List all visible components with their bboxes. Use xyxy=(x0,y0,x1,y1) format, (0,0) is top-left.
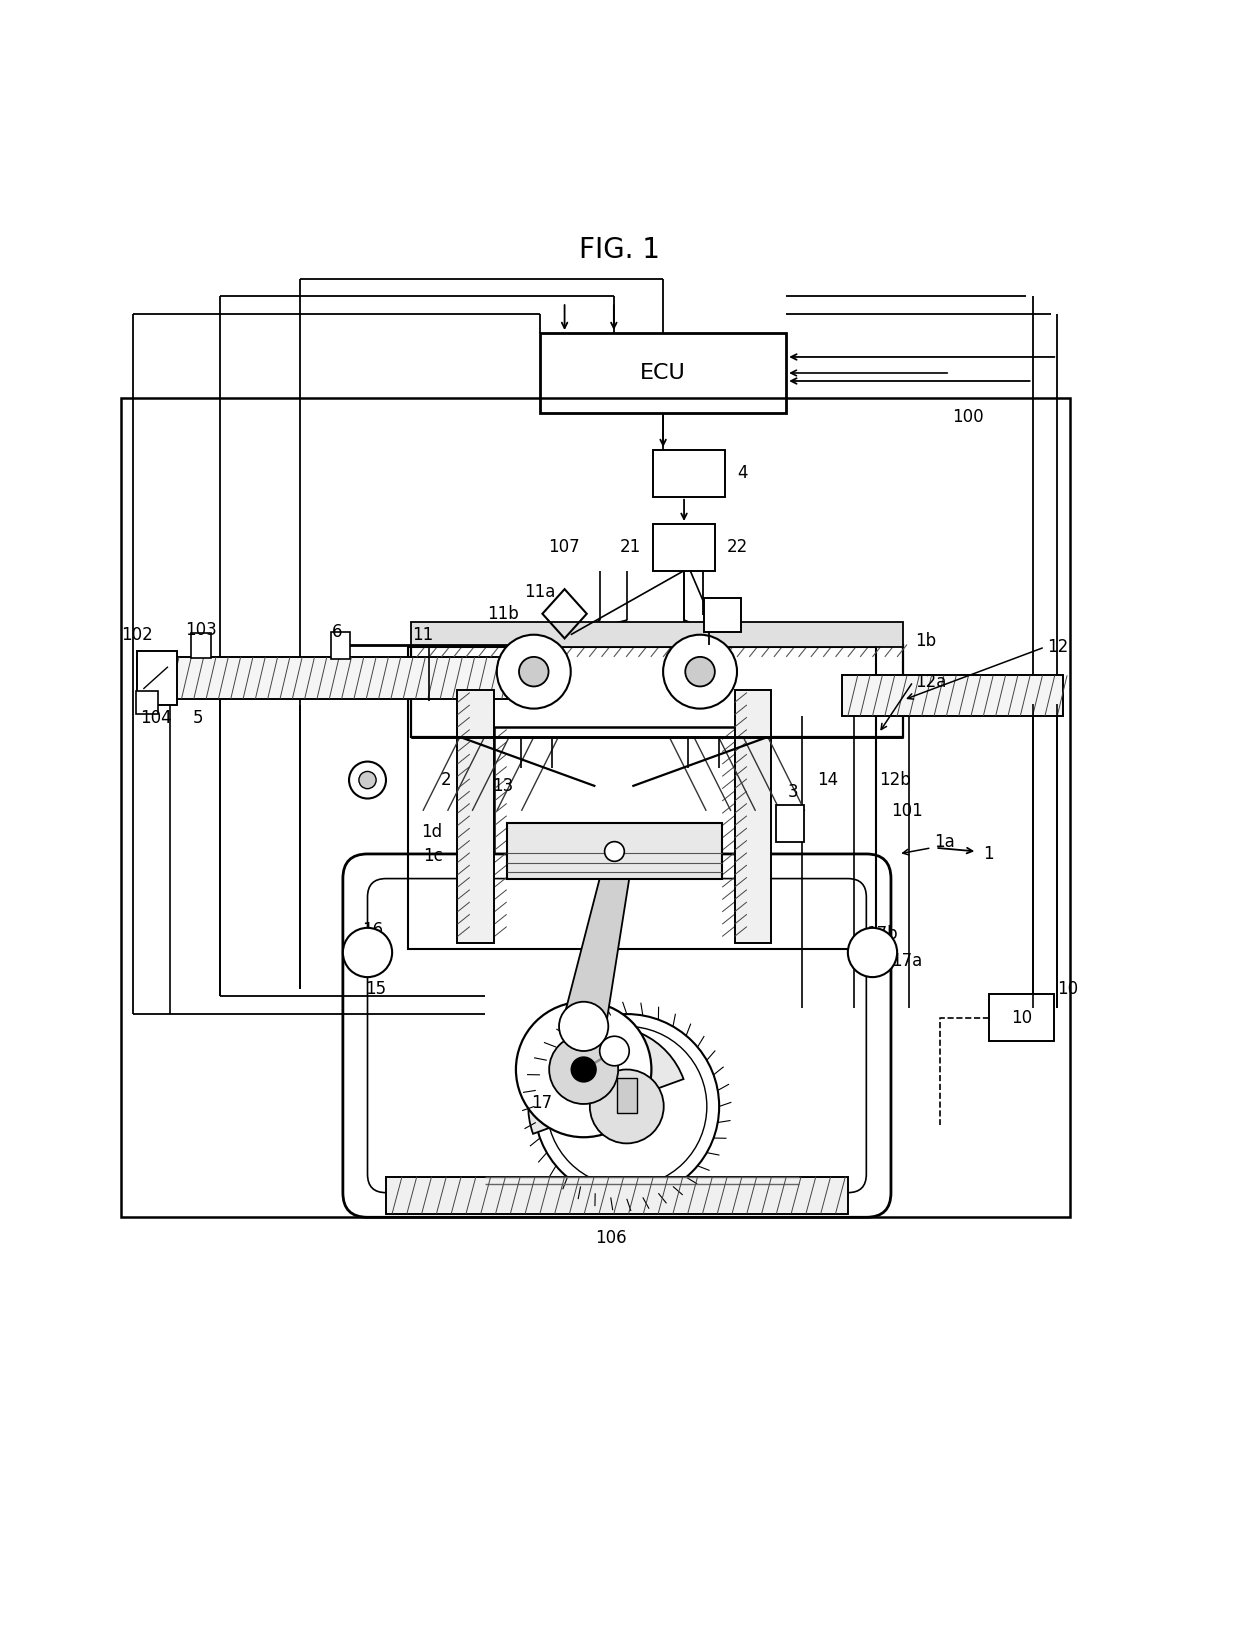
Text: 1c: 1c xyxy=(423,848,443,866)
Bar xyxy=(734,690,771,943)
Text: 102: 102 xyxy=(122,626,153,644)
Text: 106: 106 xyxy=(595,1229,627,1247)
Text: 12: 12 xyxy=(1048,637,1069,655)
Circle shape xyxy=(358,771,376,789)
Text: 1a: 1a xyxy=(934,833,955,851)
Text: 12b: 12b xyxy=(879,771,910,789)
Text: 10: 10 xyxy=(1011,1008,1032,1026)
Bar xyxy=(136,691,159,714)
Bar xyxy=(138,650,176,704)
Text: 16: 16 xyxy=(362,922,383,940)
Text: 100: 100 xyxy=(952,408,985,426)
Circle shape xyxy=(686,657,714,686)
Text: 22: 22 xyxy=(727,538,749,556)
FancyBboxPatch shape xyxy=(343,855,892,1217)
Bar xyxy=(331,632,350,660)
Text: 103: 103 xyxy=(185,621,217,639)
Circle shape xyxy=(497,634,570,709)
Bar xyxy=(507,824,722,879)
Text: 15: 15 xyxy=(365,980,386,998)
Bar xyxy=(138,657,522,699)
Text: 17: 17 xyxy=(531,1093,552,1111)
Circle shape xyxy=(559,1002,609,1051)
Circle shape xyxy=(572,1057,596,1082)
Bar xyxy=(458,690,495,943)
Text: 12a: 12a xyxy=(915,673,947,691)
Text: 14: 14 xyxy=(817,771,838,789)
Circle shape xyxy=(663,634,737,709)
Text: 17a: 17a xyxy=(892,953,923,971)
Text: 13: 13 xyxy=(492,778,513,796)
Text: 107: 107 xyxy=(548,538,579,556)
Bar xyxy=(842,675,1064,716)
Text: 17b: 17b xyxy=(867,925,898,943)
Text: 1: 1 xyxy=(983,845,994,863)
Text: FIG. 1: FIG. 1 xyxy=(579,237,661,265)
Bar xyxy=(704,598,740,632)
Text: 11a: 11a xyxy=(525,583,556,601)
Text: 6: 6 xyxy=(331,623,342,641)
Text: 1d: 1d xyxy=(422,824,443,842)
Circle shape xyxy=(343,928,392,977)
Circle shape xyxy=(520,657,548,686)
Bar xyxy=(495,727,734,943)
Text: ECU: ECU xyxy=(640,363,686,382)
Bar xyxy=(776,804,804,842)
Bar xyxy=(990,995,1054,1041)
Text: 5: 5 xyxy=(192,709,203,727)
Bar xyxy=(410,623,903,647)
Circle shape xyxy=(534,1015,719,1199)
Text: 11: 11 xyxy=(413,626,434,644)
Text: 4: 4 xyxy=(737,464,748,482)
Bar xyxy=(410,644,903,737)
Wedge shape xyxy=(528,1026,683,1134)
Bar xyxy=(539,333,786,413)
Bar xyxy=(618,1078,636,1113)
Text: 11b: 11b xyxy=(487,605,520,623)
Bar xyxy=(191,634,211,659)
Circle shape xyxy=(600,1036,629,1065)
Text: 101: 101 xyxy=(892,802,923,820)
Text: 21: 21 xyxy=(620,538,641,556)
Circle shape xyxy=(549,1034,619,1105)
Text: 3: 3 xyxy=(787,783,799,801)
Text: 1b: 1b xyxy=(915,632,936,650)
Circle shape xyxy=(516,1002,651,1137)
Circle shape xyxy=(605,842,624,861)
Bar xyxy=(653,525,714,570)
Circle shape xyxy=(590,1070,663,1144)
Bar xyxy=(408,647,877,949)
Bar xyxy=(122,399,1070,1217)
Bar xyxy=(653,449,724,497)
Text: 10: 10 xyxy=(1058,980,1079,998)
Polygon shape xyxy=(562,879,629,1026)
Text: 104: 104 xyxy=(140,709,171,727)
Circle shape xyxy=(348,761,386,799)
Bar xyxy=(386,1176,848,1214)
Circle shape xyxy=(848,928,897,977)
Text: 2: 2 xyxy=(440,771,451,789)
